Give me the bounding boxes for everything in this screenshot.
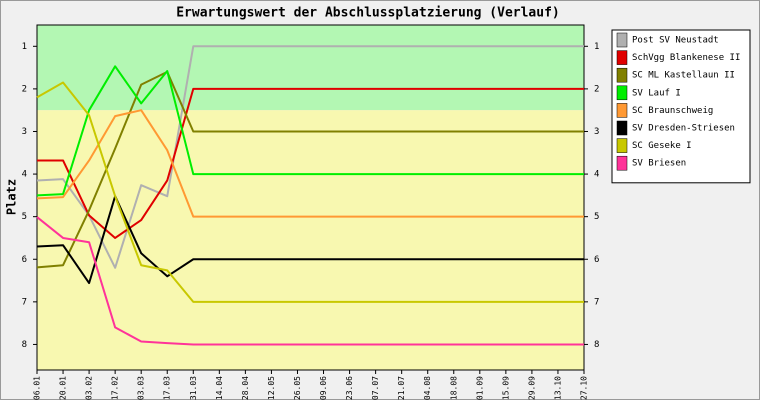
y-tick-label: 7: [22, 297, 27, 307]
x-tick-label: 17.02: [111, 376, 120, 400]
y2-tick-label: 2: [594, 84, 599, 94]
legend-label: SC Geseke I: [632, 141, 692, 151]
x-tick-label: 15.09: [501, 376, 510, 400]
y-tick-label: 1: [22, 42, 27, 52]
x-tick-label: 29.09: [527, 376, 536, 400]
y2-tick-label: 1: [594, 42, 599, 52]
y-axis-label: Platz: [5, 179, 19, 215]
x-tick-label: 13.10: [553, 376, 562, 400]
y2-tick-label: 5: [594, 212, 599, 222]
legend-label: SV Lauf I: [632, 88, 681, 98]
legend-box: [611, 29, 751, 184]
legend-swatch: [616, 67, 628, 83]
y-tick-label: 6: [22, 255, 27, 265]
legend-swatch: [616, 50, 628, 65]
x-tick-label: 17.03: [163, 376, 172, 400]
x-tick-label: 31.03: [189, 376, 198, 400]
y-tick-label: 5: [22, 212, 27, 222]
legend-swatch: [616, 103, 628, 118]
x-tick-label: 09.06: [319, 376, 328, 400]
y2-tick-label: 6: [594, 255, 599, 265]
x-tick-label: 20.01: [59, 376, 68, 400]
legend-label: SchVgg Blankenese II: [632, 53, 740, 63]
x-tick-label: 04.08: [423, 376, 432, 400]
x-tick-label: 14.04: [215, 376, 224, 400]
legend-label: SC Braunschweig: [632, 106, 713, 116]
y2-tick-label: 4: [594, 170, 599, 180]
background-band: [37, 110, 584, 371]
y-tick-label: 8: [22, 340, 27, 350]
x-tick-label: 26.05: [293, 376, 302, 400]
legend-swatch: [616, 138, 628, 153]
series-line: [36, 109, 584, 218]
series-line: [36, 81, 584, 303]
y-tick-label: 4: [22, 170, 27, 180]
y2-tick-label: 3: [594, 127, 599, 137]
x-tick-label: 21.07: [397, 376, 406, 400]
x-tick-label: 06.01: [33, 376, 42, 400]
legend-swatch: [616, 85, 628, 101]
legend-swatch: [616, 32, 628, 48]
y2-tick-label: 7: [594, 297, 599, 307]
x-tick-label: 12.05: [267, 376, 276, 400]
x-tick-label: 01.09: [475, 376, 484, 400]
legend-swatch: [616, 120, 628, 136]
x-tick-label: 18.08: [449, 376, 458, 400]
legend-label: Post SV Neustadt: [632, 36, 719, 46]
x-tick-label: 27.10: [580, 376, 589, 400]
x-tick-label: 23.06: [345, 376, 354, 400]
legend-label: SV Briesen: [632, 159, 686, 169]
legend-label: SC ML Kastellaun II: [632, 71, 735, 81]
x-tick-label: 03.02: [85, 376, 94, 400]
x-tick-label: 07.07: [371, 376, 380, 400]
legend-label: SV Dresden-Striesen: [632, 124, 735, 134]
series-line: [36, 216, 584, 346]
series-line: [36, 70, 584, 269]
x-tick-label: 03.03: [137, 376, 146, 400]
series-line: [36, 65, 584, 197]
chart-title: Erwartungswert der Abschlussplatzierung …: [176, 6, 560, 21]
background-band: [37, 25, 584, 111]
y-tick-label: 2: [22, 84, 27, 94]
y2-tick-label: 8: [594, 340, 599, 350]
x-tick-label: 28.04: [241, 376, 250, 400]
series-line: [36, 195, 584, 285]
legend-swatch: [616, 155, 628, 171]
y-tick-label: 3: [22, 127, 27, 137]
